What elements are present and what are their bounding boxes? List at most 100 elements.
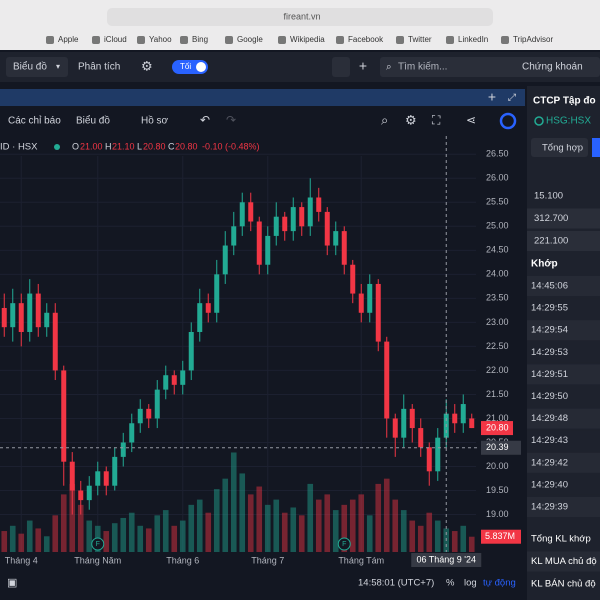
layout-button[interactable]: [332, 57, 350, 77]
legend-symbol: ID · HSX: [0, 142, 38, 153]
volume-bar: [451, 531, 458, 552]
total-row: [527, 551, 600, 572]
volume-bar: [35, 528, 42, 552]
volume-bar: [239, 473, 246, 552]
bookmark-icon: [396, 36, 404, 44]
trade-row: [527, 320, 600, 341]
candle-body: [129, 423, 135, 443]
trade-row: [527, 276, 600, 296]
volume-bar: [349, 499, 356, 552]
bookmark[interactable]: Wikipedia: [290, 35, 325, 44]
status-dot: [54, 144, 60, 150]
bookmark[interactable]: TripAdvisor: [513, 35, 553, 44]
volume-bar: [298, 515, 305, 552]
chart-type-button[interactable]: Biểu đồ: [76, 115, 110, 127]
bookmark[interactable]: Google: [237, 35, 263, 44]
candle-body: [163, 375, 169, 390]
candle-body: [61, 370, 67, 462]
bookmark[interactable]: Bing: [192, 35, 208, 44]
y-tick-label: 19.00: [486, 509, 509, 519]
market-select[interactable]: Chứng khoán: [522, 62, 583, 73]
volume-bar: [341, 504, 348, 552]
chart-menu[interactable]: Biểu đồ: [13, 61, 47, 73]
event-marker[interactable]: [91, 537, 105, 551]
total-label: KL MUA chủ độ: [531, 556, 597, 567]
total-row: [527, 574, 600, 594]
search-tool[interactable]: ⌕: [381, 112, 388, 127]
add-button[interactable]: +: [359, 58, 367, 74]
crosshair-x-label: 06 Tháng 9 '24: [416, 554, 476, 564]
date-range[interactable]: ▣: [7, 577, 17, 589]
expand[interactable]: ⤢: [508, 93, 516, 104]
indicators-button[interactable]: Các chỉ báo: [8, 115, 61, 127]
trade-row: [527, 497, 600, 517]
fullscreen[interactable]: ⛶: [431, 113, 441, 127]
candle-body: [290, 207, 296, 232]
trade-row: [527, 386, 600, 407]
volume-bar: [145, 528, 152, 552]
add-chart[interactable]: +: [488, 89, 496, 105]
trade-time: 14:29:40: [531, 479, 568, 490]
toggle-knob: [196, 62, 206, 72]
bookmark[interactable]: iCloud: [104, 35, 127, 44]
url: fireant.vn: [283, 11, 320, 21]
bookmark[interactable]: Facebook: [348, 35, 384, 44]
candle-body: [358, 293, 364, 313]
search-box[interactable]: [380, 57, 600, 77]
volume-bar: [409, 520, 416, 552]
bookmark[interactable]: Yahoo: [149, 35, 172, 44]
bookmark[interactable]: Twitter: [408, 35, 432, 44]
app: [0, 50, 600, 600]
redo[interactable]: ↷: [226, 113, 236, 127]
bookmark-icon: [336, 36, 344, 44]
candle-body: [401, 408, 407, 438]
stat-value: 15.100: [534, 191, 563, 202]
chart-settings[interactable]: ⚙: [405, 112, 417, 127]
trade-time: 14:29:39: [531, 502, 568, 513]
percent-button[interactable]: %: [446, 578, 455, 589]
settings-icon[interactable]: ⚙: [141, 58, 153, 73]
address-bar[interactable]: [107, 8, 493, 26]
auto-button[interactable]: tự động: [483, 578, 516, 589]
volume-bar: [137, 525, 144, 552]
last-price-label: 20.80: [486, 422, 509, 432]
chart-button[interactable]: [6, 57, 68, 77]
undo[interactable]: ↶: [200, 113, 210, 127]
y-tick-label: 25.00: [486, 221, 509, 231]
candle-body: [350, 264, 356, 294]
candle-body: [78, 490, 84, 501]
volume-label: 5.837M: [485, 531, 515, 541]
theme-label: Tối: [180, 62, 191, 71]
volume-bar: [468, 536, 475, 552]
tab-summary[interactable]: [531, 138, 588, 157]
volume-bar: [179, 520, 186, 552]
event-marker[interactable]: [337, 537, 351, 551]
candle-body: [392, 418, 398, 438]
log-button[interactable]: log: [464, 578, 477, 589]
legend-h: H: [105, 141, 112, 151]
analysis-menu[interactable]: Phân tích: [78, 62, 120, 73]
bookmark[interactable]: Apple: [58, 35, 79, 44]
y-tick-label: 20.00: [486, 461, 509, 471]
share[interactable]: ⋖: [466, 113, 476, 127]
bookmark[interactable]: LinkedIn: [458, 35, 488, 44]
candle-body: [248, 202, 254, 222]
x-tick-label: Tháng 6: [166, 555, 199, 565]
candle-body: [282, 216, 288, 232]
trade-time: 14:29:53: [531, 347, 568, 358]
candle-body: [10, 303, 16, 328]
volume-bar: [154, 515, 161, 552]
candle-body: [452, 413, 458, 424]
profile-button[interactable]: Hồ sơ: [141, 115, 169, 127]
y-tick-label: 21.00: [486, 413, 509, 423]
legend-c-val: 20.80: [175, 141, 198, 151]
search-placeholder: Tìm kiếm...: [398, 61, 447, 73]
status-bar: [0, 572, 525, 600]
trade-time: 14:29:48: [531, 413, 568, 424]
volume-bar: [332, 510, 339, 552]
candle-body: [426, 447, 432, 472]
bookmark-icon: [446, 36, 454, 44]
trade-time: 14:29:50: [531, 391, 568, 402]
trade-time: 14:29:51: [531, 369, 568, 380]
tab-next[interactable]: [592, 138, 600, 157]
